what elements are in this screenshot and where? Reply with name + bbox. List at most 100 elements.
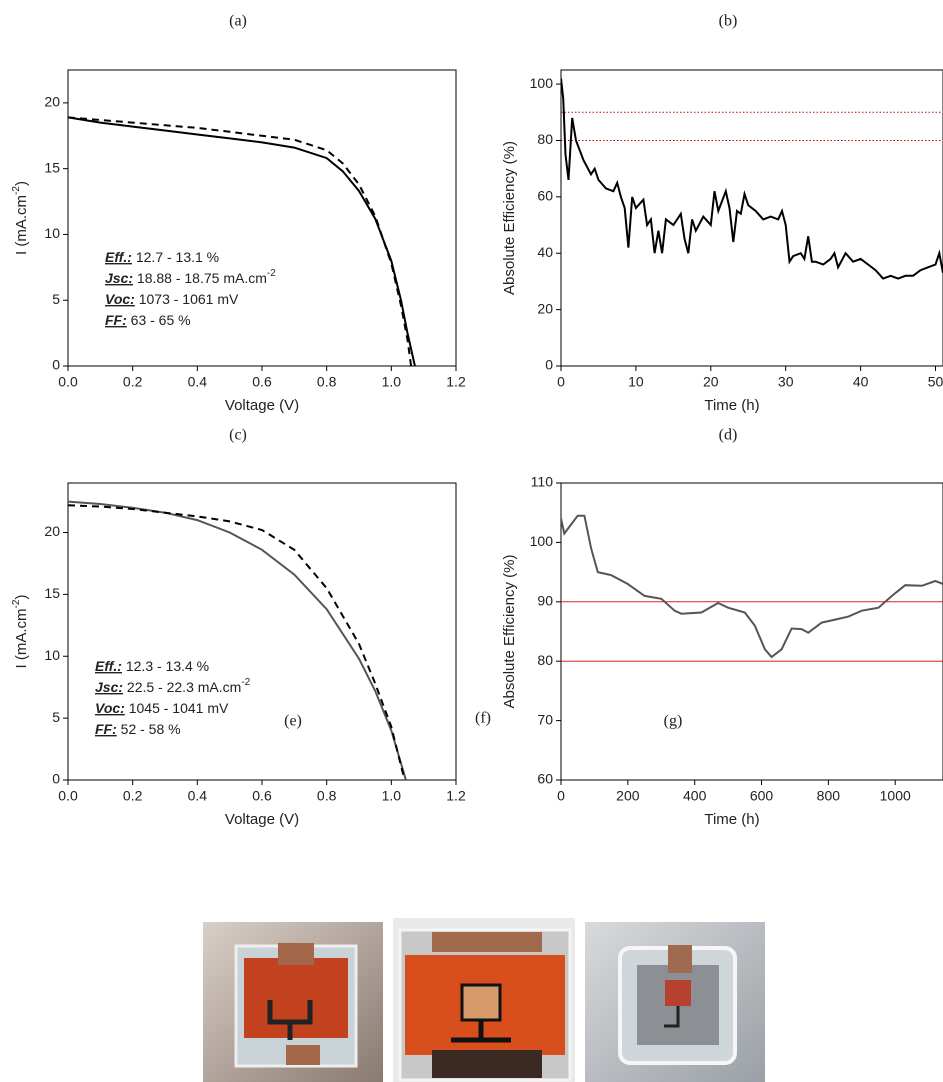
annotation-text: 1045 - 1041 mV (125, 700, 229, 716)
annotation-text: 22.5 - 22.3 mA.cm (123, 679, 241, 695)
x-tick-label: 1.2 (446, 788, 466, 804)
y-tick-label: 10 (44, 225, 60, 241)
data-line (68, 116, 413, 366)
annotation-text: 18.88 - 18.75 mA.cm (133, 270, 267, 286)
annotation: Voc: 1045 - 1041 mV (95, 700, 229, 716)
x-tick-label: 0.0 (58, 374, 78, 390)
y-label-text: I (mA.cm (13, 195, 30, 255)
panel-label: (c) (229, 427, 247, 444)
annotation-sup: -2 (267, 268, 276, 279)
x-tick-label: 0.0 (58, 788, 78, 804)
annotation-key: Voc: (105, 291, 135, 307)
panel-label: (f) (475, 710, 491, 727)
plot-frame (560, 69, 943, 367)
x-tick-label: 1.0 (382, 788, 402, 804)
y-axis-label: I (mA.cm-2) (11, 595, 30, 669)
y-tick-label: 80 (537, 652, 553, 668)
y-tick-label: 5 (52, 709, 60, 725)
data-line (561, 78, 943, 280)
y-label-text: Absolute Efficiency (%) (501, 555, 518, 709)
annotation: FF: 52 - 58 % (95, 721, 181, 737)
x-tick-label: 200 (616, 788, 640, 804)
annotation: Eff.: 12.7 - 13.1 % (105, 249, 219, 265)
y-label-end: ) (13, 595, 30, 600)
annotation: Jsc: 22.5 - 22.3 mA.cm-2 (95, 677, 251, 695)
x-axis-label: Voltage (V) (225, 397, 299, 414)
annotation-text: 12.3 - 13.4 % (122, 658, 209, 674)
y-tick-label: 20 (44, 523, 60, 539)
annotation-text: 63 - 65 % (127, 312, 191, 328)
x-tick-label: 0.4 (188, 788, 208, 804)
y-tick-label: 60 (537, 771, 553, 787)
x-tick-label: 50 (928, 374, 943, 390)
y-tick-label: 0 (52, 357, 60, 373)
x-tick-label: 600 (750, 788, 774, 804)
x-tick-label: 0.8 (317, 788, 337, 804)
plot-frame (560, 482, 943, 781)
y-tick-label: 40 (537, 244, 553, 260)
y-tick-label: 80 (537, 131, 553, 147)
x-tick-label: 0.2 (123, 788, 143, 804)
x-tick-label: 1.2 (446, 374, 466, 390)
y-tick-label: 5 (52, 291, 60, 307)
y-tick-label: 60 (537, 188, 553, 204)
annotation: Eff.: 12.3 - 13.4 % (95, 658, 209, 674)
panel-label: (a) (229, 13, 247, 30)
x-tick-label: 1.0 (382, 374, 402, 390)
data-line (68, 500, 407, 780)
annotation: Voc: 1073 - 1061 mV (105, 291, 239, 307)
data-line (68, 504, 406, 780)
x-tick-label: 0 (557, 788, 565, 804)
annotation-key: Jsc: (105, 270, 133, 286)
y-tick-label: 0 (52, 771, 60, 787)
y-tick-label: 0 (545, 357, 553, 373)
annotation-text: 1073 - 1061 mV (135, 291, 239, 307)
annotation: Jsc: 18.88 - 18.75 mA.cm-2 (105, 268, 276, 286)
x-tick-label: 20 (703, 374, 719, 390)
annotation-key: FF: (95, 721, 117, 737)
annotation-key: Eff.: (105, 249, 132, 265)
x-axis-label: Voltage (V) (225, 811, 299, 828)
y-tick-label: 15 (44, 585, 60, 601)
panel-label: (d) (719, 427, 738, 444)
x-tick-label: 800 (817, 788, 841, 804)
y-tick-label: 10 (44, 647, 60, 663)
annotation-text: 12.7 - 13.1 % (132, 249, 219, 265)
y-tick-label: 110 (531, 474, 554, 490)
annotation-sup: -2 (241, 677, 250, 688)
y-label-sup: -2 (11, 599, 22, 608)
x-tick-label: 0.4 (188, 374, 208, 390)
x-tick-label: 0.2 (123, 374, 143, 390)
data-line (561, 514, 943, 659)
panel-label: (e) (284, 713, 302, 730)
y-axis-label: I (mA.cm-2) (11, 181, 30, 255)
x-tick-label: 0.6 (252, 374, 272, 390)
y-axis-label: Absolute Efficiency (%) (501, 141, 518, 295)
x-tick-label: 10 (628, 374, 644, 390)
annotation: FF: 63 - 65 % (105, 312, 191, 328)
y-label-sup: -2 (11, 186, 22, 195)
x-tick-label: 0 (557, 374, 565, 390)
y-tick-label: 70 (537, 711, 553, 727)
photo-g (585, 922, 765, 1082)
y-tick-label: 100 (530, 533, 554, 549)
y-tick-label: 20 (537, 300, 553, 316)
x-tick-label: 0.8 (317, 374, 337, 390)
y-tick-label: 90 (537, 593, 553, 609)
annotation-key: Voc: (95, 700, 125, 716)
x-axis-label: Time (h) (704, 811, 759, 828)
y-label-text: Absolute Efficiency (%) (501, 141, 518, 295)
annotation-key: Eff.: (95, 658, 122, 674)
x-tick-label: 30 (778, 374, 794, 390)
x-tick-label: 40 (853, 374, 869, 390)
annotation-text: 52 - 58 % (117, 721, 181, 737)
x-tick-label: 0.6 (252, 788, 272, 804)
data-line (68, 116, 416, 366)
annotation-key: Jsc: (95, 679, 123, 695)
y-tick-label: 20 (44, 94, 60, 110)
panel-label: (b) (719, 13, 738, 30)
x-axis-label: Time (h) (704, 397, 759, 414)
panel-label: (g) (664, 713, 683, 730)
annotation-key: FF: (105, 312, 127, 328)
